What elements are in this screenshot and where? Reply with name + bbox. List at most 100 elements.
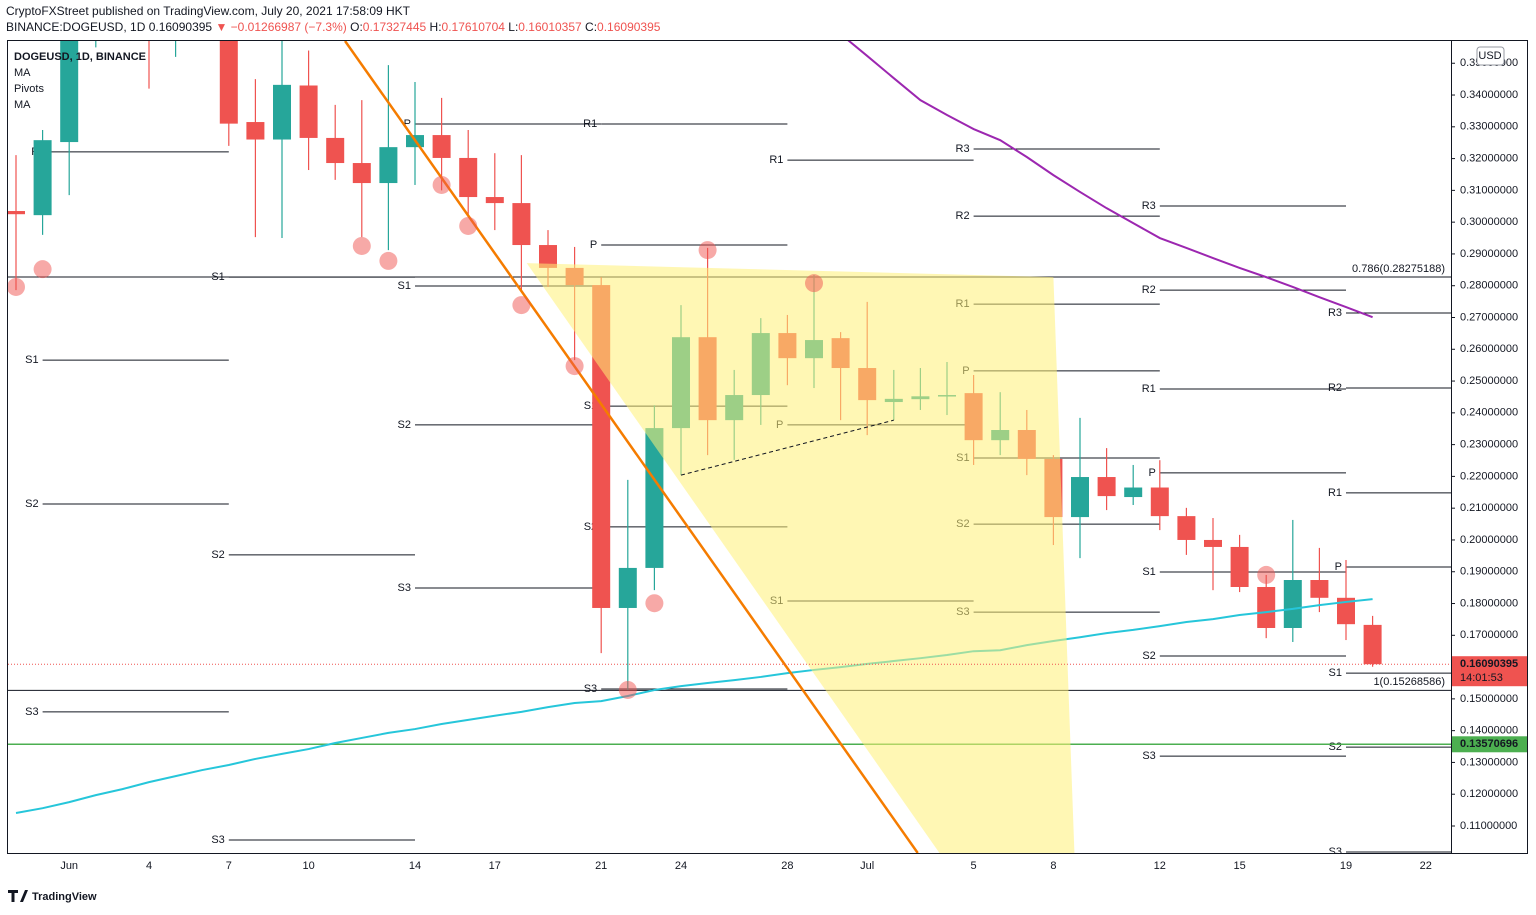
- legend: DOGEUSD, 1D, BINANCE MA Pivots MA: [14, 51, 146, 111]
- last-price: 0.16090395: [149, 20, 213, 34]
- y-tick-label: 0.34000000: [1460, 89, 1518, 101]
- moving-average: [15, 598, 1373, 814]
- fractal-marker: [512, 296, 531, 315]
- candle-body: [512, 203, 531, 246]
- x-tick-label: Jul: [860, 860, 874, 872]
- candle-body: [432, 135, 451, 158]
- candle-body: [1071, 477, 1089, 518]
- x-tick-label: 4: [146, 860, 152, 872]
- fib-label: 0.786(0.28275188): [1352, 263, 1445, 275]
- pivot-label: S3: [584, 683, 597, 695]
- candle-body: [246, 122, 265, 140]
- y-tick-label: 0.12000000: [1460, 788, 1518, 800]
- trendline: [680, 419, 894, 476]
- x-tick-label: 12: [1154, 860, 1166, 872]
- candle-body: [299, 85, 318, 138]
- pivot-label: S1: [25, 354, 38, 366]
- fractal-marker: [379, 251, 398, 270]
- pivot-label: P: [1335, 561, 1342, 573]
- pivot-label: S2: [1329, 741, 1342, 753]
- l-value: 0.16010357: [518, 20, 582, 34]
- fractal-marker: [432, 175, 451, 194]
- candle-body: [1310, 580, 1329, 598]
- x-tick-label: 15: [1233, 860, 1245, 872]
- y-tick-label: 0.32000000: [1460, 152, 1518, 164]
- l-label: L:: [508, 20, 518, 34]
- fractal-marker: [33, 260, 52, 279]
- logo-icon: [8, 890, 28, 902]
- x-tick-label: 22: [1420, 860, 1432, 872]
- y-tick-label: 0.11000000: [1460, 820, 1517, 832]
- c-value: 0.16090395: [597, 20, 661, 34]
- y-tick-label: 0.30000000: [1460, 216, 1518, 228]
- pivot-label: S3: [25, 706, 38, 718]
- o-label: O:: [350, 20, 363, 34]
- level-tag: [1452, 736, 1527, 753]
- fractal-marker: [459, 216, 478, 235]
- axes: 0.11000000 0.12000000 0.13000000 0.14000000…: [60, 57, 1527, 872]
- legend-ma: MA: [14, 99, 31, 111]
- y-tick-label: 0.25000000: [1460, 375, 1518, 387]
- fractal-marker: [565, 357, 584, 376]
- pivot-label: S3: [211, 834, 224, 846]
- publisher: CryptoFXStreet published on TradingView.…: [6, 4, 411, 18]
- candle-body: [326, 137, 345, 164]
- x-tick-label: 24: [675, 860, 687, 872]
- candle-body: [539, 245, 557, 268]
- y-tick-label: 0.21000000: [1460, 502, 1518, 514]
- fractal-marker: [645, 594, 664, 613]
- y-tick-label: 0.19000000: [1460, 566, 1518, 578]
- candle-body: [645, 428, 664, 568]
- pivot-label: P: [1148, 467, 1155, 479]
- brand-logo: TradingView: [8, 890, 97, 903]
- currency-button[interactable]: [1476, 46, 1505, 66]
- candle-body: [1177, 516, 1196, 540]
- pivot-label: R1: [1328, 487, 1342, 499]
- y-tick-label: 0.13000000: [1460, 756, 1518, 768]
- price-tag: [1452, 656, 1527, 687]
- y-tick-label: 0.15000000: [1460, 693, 1518, 705]
- pivot-label: S2: [1142, 650, 1155, 662]
- pivot-label: S3: [1142, 750, 1155, 762]
- pivot-label: R3: [956, 143, 970, 155]
- fractal-marker: [1257, 565, 1276, 584]
- y-tick-label: 0.26000000: [1460, 343, 1518, 355]
- frame: [7, 40, 1528, 854]
- h-label: H:: [430, 20, 442, 34]
- symbol-line: BINANCE:DOGEUSD, 1D 0.16090395 ▼ −0.0126…: [6, 20, 661, 34]
- h-value: 0.17610704: [442, 20, 506, 34]
- pivot-label: P: [404, 118, 411, 130]
- pivot-label: R1: [769, 154, 783, 166]
- c-label: C:: [585, 20, 597, 34]
- pivot-label: S1: [398, 280, 411, 292]
- pivot-label: R2: [956, 210, 970, 222]
- y-tick-label: 0.28000000: [1460, 280, 1518, 292]
- o-value: 0.17327445: [363, 20, 427, 34]
- candle-body: [1363, 624, 1382, 665]
- change: ▼ −0.01266987 (−7.3%): [215, 20, 346, 34]
- y-tick-label: 0.23000000: [1460, 439, 1518, 451]
- currency[interactable]: USD: [1478, 50, 1501, 62]
- x-tick-label: 7: [226, 860, 232, 872]
- pivot-label: R1: [583, 118, 597, 130]
- x-tick-label: 5: [971, 860, 977, 872]
- pivot-label: S1: [1329, 667, 1342, 679]
- y-tick-label: 0.17000000: [1460, 629, 1518, 641]
- pivot-label: R2: [1142, 284, 1156, 296]
- candle-body: [618, 567, 637, 608]
- legend-ma: MA: [14, 67, 31, 79]
- pivot-label: R1: [1142, 383, 1156, 395]
- x-tick-label: Jun: [60, 860, 78, 872]
- y-tick-label: 0.22000000: [1460, 470, 1518, 482]
- pivot-label: S2: [25, 498, 38, 510]
- triangle-zone: [526, 263, 1075, 853]
- candle-body: [1257, 586, 1276, 628]
- candle-body: [33, 140, 52, 216]
- x-tick-label: 21: [595, 860, 607, 872]
- candle-body: [379, 147, 398, 184]
- y-tick-label: 0.29000000: [1460, 248, 1518, 260]
- pivot-label: S3: [398, 582, 411, 594]
- pivot-label: R2: [1328, 382, 1342, 394]
- pivot-label: S2: [211, 549, 224, 561]
